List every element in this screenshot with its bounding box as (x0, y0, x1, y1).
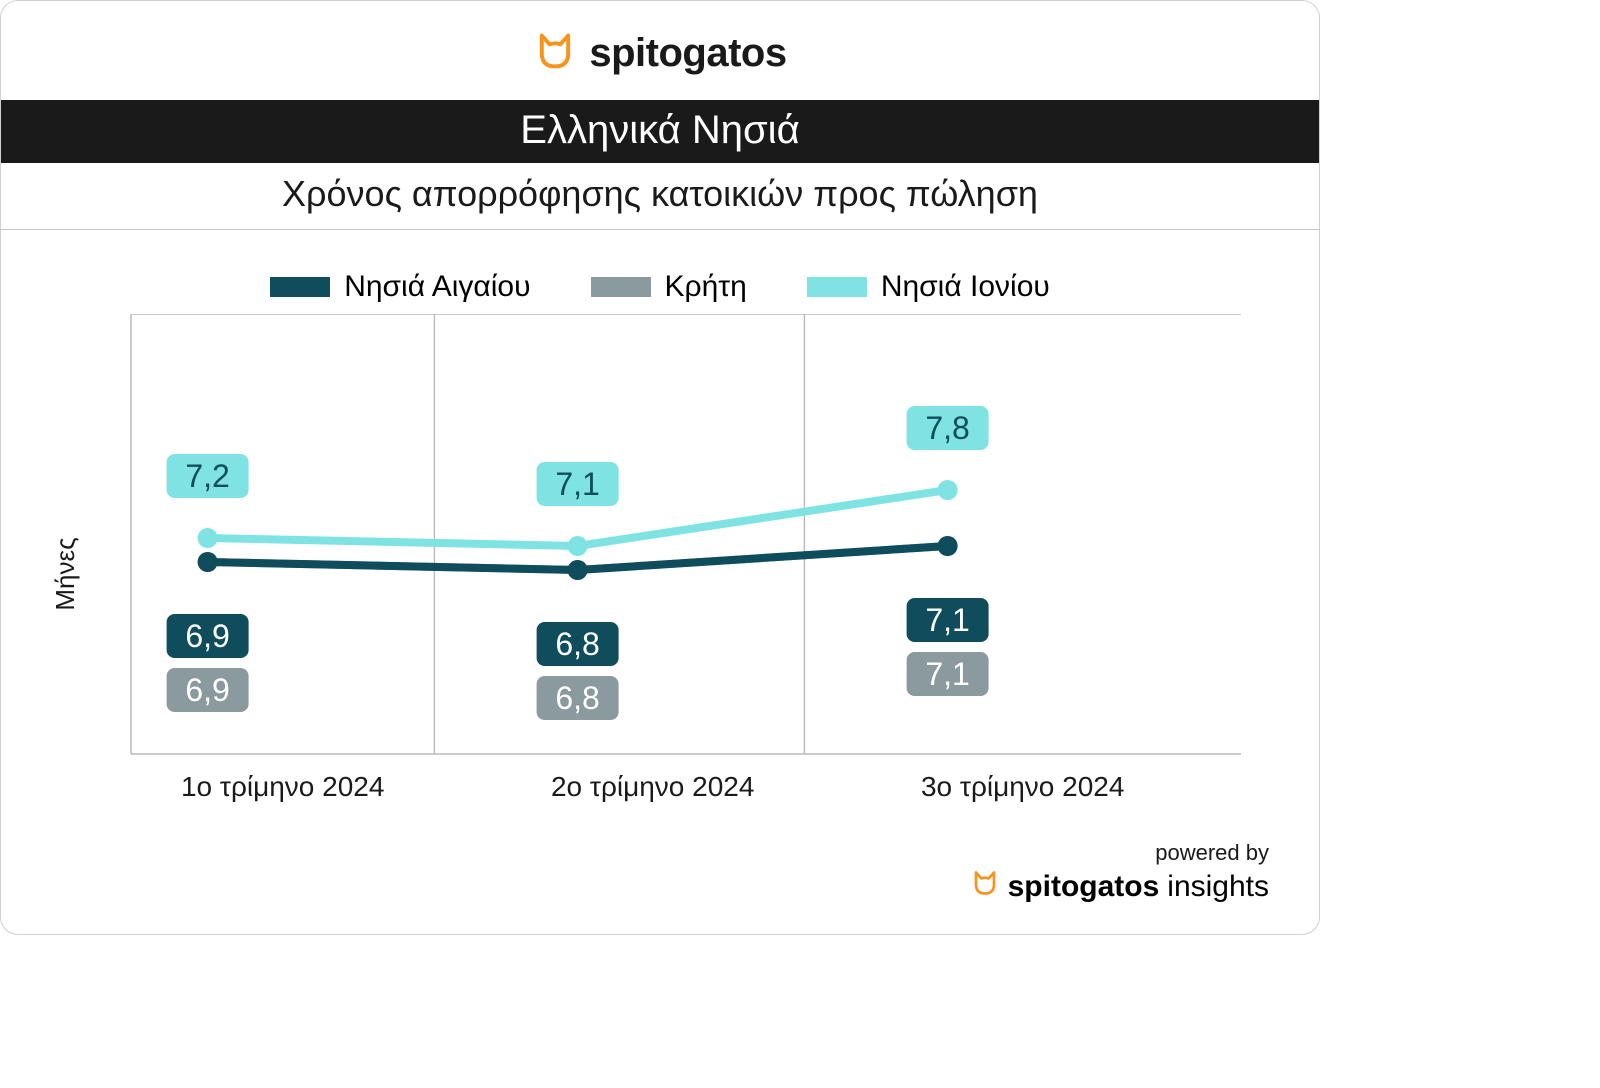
cat-icon (533, 29, 577, 78)
data-label: 6,9 (185, 672, 229, 708)
legend-label: Νησιά Αιγαίου (344, 270, 530, 304)
legend-swatch (270, 277, 330, 297)
data-label: 6,9 (185, 618, 229, 654)
footer-brand-bold: spitogatos (1008, 870, 1160, 904)
header-logo: spitogatos (1, 1, 1319, 100)
legend-item: Κρήτη (591, 270, 747, 304)
legend-item: Νησιά Ιονίου (807, 270, 1050, 304)
data-point (568, 536, 588, 556)
data-point (938, 536, 958, 556)
data-label: 7,1 (555, 466, 599, 502)
chart-area: Μήνες 6,9 6,8 7,1 6,9 6,8 7,1 7,2 7,1 7,8 1ο τρίμ… (1, 314, 1319, 834)
x-axis-label: 1ο τρίμηνο 2024 (181, 771, 384, 802)
legend-item: Νησιά Αιγαίου (270, 270, 530, 304)
data-label: 7,1 (925, 656, 969, 692)
data-point (938, 480, 958, 500)
footer-brand-light: insights (1167, 870, 1269, 904)
chart-legend: Νησιά Αιγαίου Κρήτη Νησιά Ιονίου (1, 230, 1319, 314)
x-axis-label: 3ο τρίμηνο 2024 (921, 771, 1124, 802)
data-point (568, 560, 588, 580)
data-label: 7,2 (185, 458, 229, 494)
line-chart: 6,9 6,8 7,1 6,9 6,8 7,1 7,2 7,1 7,8 1ο τρίμηνο 20… (41, 314, 1281, 814)
chart-footer: powered by spitogatos insights (1, 834, 1319, 934)
legend-swatch (591, 277, 651, 297)
brand-name: spitogatos (589, 31, 786, 76)
legend-swatch (807, 277, 867, 297)
chart-card: spitogatos Ελληνικά Νησιά Χρόνος απορρόφ… (0, 0, 1320, 935)
chart-subtitle: Χρόνος απορρόφησης κατοικιών προς πώληση (1, 163, 1319, 230)
data-label: 7,8 (925, 410, 969, 446)
y-axis-label: Μήνες (50, 537, 81, 610)
data-point (198, 528, 218, 548)
x-axis-label: 2ο τρίμηνο 2024 (551, 771, 754, 802)
legend-label: Νησιά Ιονίου (881, 270, 1050, 304)
footer-brand: spitogatos insights (970, 868, 1269, 906)
footer-powered-by: powered by (1, 840, 1269, 866)
data-label: 7,1 (925, 602, 969, 638)
data-point (198, 552, 218, 572)
legend-label: Κρήτη (665, 270, 747, 304)
cat-icon (970, 868, 1000, 906)
data-label: 6,8 (555, 680, 599, 716)
data-label: 6,8 (555, 626, 599, 662)
title-bar: Ελληνικά Νησιά (1, 100, 1319, 163)
